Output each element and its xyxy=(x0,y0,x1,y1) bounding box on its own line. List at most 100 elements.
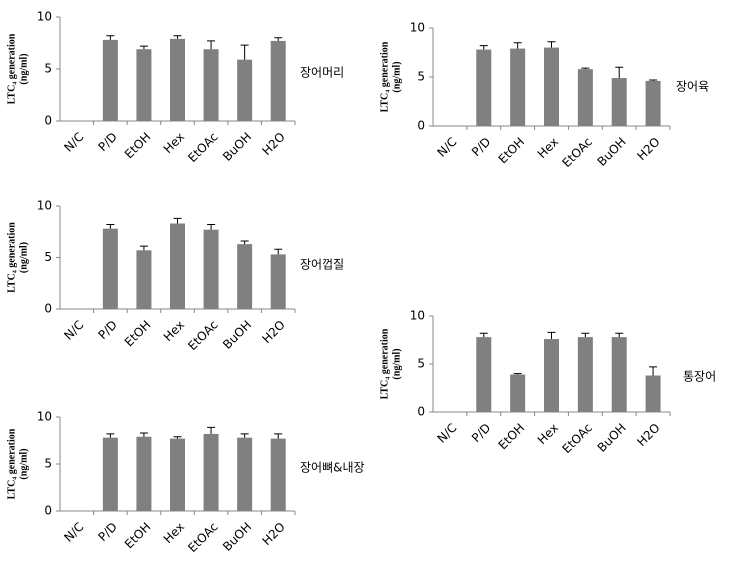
chart-label: 장어껍질 xyxy=(300,258,344,272)
y-axis-label: LTC₄ generation xyxy=(6,222,17,293)
x-tick-label: EtOAc xyxy=(185,520,220,555)
error-bar xyxy=(615,66,624,78)
error-bar xyxy=(139,45,148,50)
y-axis-label: (ng/ml) xyxy=(391,61,402,92)
bar xyxy=(203,229,219,309)
error-bar xyxy=(240,44,249,60)
y-tick-label: 5 xyxy=(417,70,425,84)
x-tick-label: EtOH xyxy=(122,130,154,162)
error-bar xyxy=(139,432,148,437)
chart-label: 장어머리 xyxy=(300,66,344,80)
y-axis-label: (ng/ml) xyxy=(18,242,29,273)
bar xyxy=(136,250,152,309)
x-tick-label: P/D xyxy=(96,318,120,342)
chart-label: 통장어 xyxy=(683,370,716,384)
y-tick-label: 0 xyxy=(44,504,52,518)
bar xyxy=(510,374,526,412)
error-bar xyxy=(479,45,488,50)
x-tick-label: P/D xyxy=(96,520,120,544)
error-bar xyxy=(479,332,488,338)
x-tick-label: EtOH xyxy=(122,520,154,552)
x-tick-label: Hex xyxy=(161,318,187,344)
x-tick-label: H2O xyxy=(634,421,662,449)
bar xyxy=(577,337,593,412)
error-bar xyxy=(207,426,216,434)
x-tick-label: EtOAc xyxy=(185,130,220,165)
x-tick-label: EtOH xyxy=(496,421,528,453)
x-tick-label: BuOH xyxy=(220,520,254,554)
error-bar xyxy=(240,240,249,245)
chart-label: 장어뼈&내장 xyxy=(300,461,365,475)
error-bar xyxy=(581,67,590,70)
y-tick-label: 10 xyxy=(37,199,52,213)
x-tick-label: P/D xyxy=(469,135,493,159)
bar xyxy=(237,244,253,309)
y-axis-label: LTC₄ generation xyxy=(6,33,17,104)
error-bar xyxy=(173,217,182,224)
bar xyxy=(136,436,152,511)
x-tick-label: EtOAc xyxy=(560,135,595,170)
bar xyxy=(476,337,492,412)
chart-label: 장어육 xyxy=(676,80,709,94)
x-tick-label: N/C xyxy=(61,520,86,545)
bar xyxy=(611,337,627,412)
y-tick-label: 5 xyxy=(44,62,52,76)
bar xyxy=(170,438,185,511)
x-tick-label: P/D xyxy=(96,130,120,154)
bar xyxy=(544,339,559,412)
bar xyxy=(170,38,185,122)
y-tick-label: 0 xyxy=(44,114,52,128)
x-tick-label: BuOH xyxy=(220,318,254,352)
error-bar xyxy=(207,224,216,230)
x-tick-label: BuOH xyxy=(220,130,254,164)
x-tick-label: P/D xyxy=(469,421,493,445)
bar xyxy=(645,80,661,126)
y-tick-label: 0 xyxy=(44,302,52,316)
error-bar xyxy=(547,331,556,340)
x-tick-label: H2O xyxy=(634,135,662,163)
x-tick-label: EtOH xyxy=(496,135,528,167)
x-tick-label: Hex xyxy=(535,421,561,447)
x-tick-label: EtOAc xyxy=(185,318,220,353)
error-bar xyxy=(513,42,522,49)
x-tick-label: BuOH xyxy=(595,421,629,455)
x-tick-label: EtOH xyxy=(122,318,154,350)
bar xyxy=(102,39,118,121)
error-bar xyxy=(274,433,283,439)
bar xyxy=(203,433,219,511)
y-axis-label: (ng/ml) xyxy=(18,53,29,84)
bar xyxy=(102,437,118,511)
error-bar xyxy=(615,332,624,338)
error-bar xyxy=(240,433,249,438)
x-tick-label: Hex xyxy=(161,130,187,156)
bar xyxy=(270,438,286,511)
y-tick-label: 10 xyxy=(37,410,52,424)
error-bar xyxy=(207,40,216,50)
bar xyxy=(136,49,152,121)
error-bar xyxy=(173,35,182,39)
y-axis-label: LTC₄ generation xyxy=(379,41,390,112)
x-tick-label: Hex xyxy=(161,520,187,546)
x-tick-label: N/C xyxy=(61,318,86,343)
y-tick-label: 10 xyxy=(410,21,425,35)
x-tick-label: BuOH xyxy=(595,135,629,169)
error-bar xyxy=(274,248,283,255)
error-bar xyxy=(173,436,182,439)
bar xyxy=(476,49,492,127)
y-axis-label: LTC₄ generation xyxy=(379,328,390,399)
bar xyxy=(170,223,185,309)
x-tick-label: Hex xyxy=(535,135,561,161)
error-bar xyxy=(106,35,115,40)
bar xyxy=(645,375,661,412)
y-tick-label: 10 xyxy=(37,10,52,24)
bar xyxy=(544,47,559,126)
bar xyxy=(237,437,253,511)
bar xyxy=(270,40,286,121)
x-tick-label: H2O xyxy=(259,520,287,548)
error-bar xyxy=(139,245,148,251)
x-tick-label: N/C xyxy=(434,135,459,160)
y-tick-label: 0 xyxy=(417,405,425,419)
error-bar xyxy=(513,373,522,375)
x-tick-label: N/C xyxy=(61,130,86,155)
